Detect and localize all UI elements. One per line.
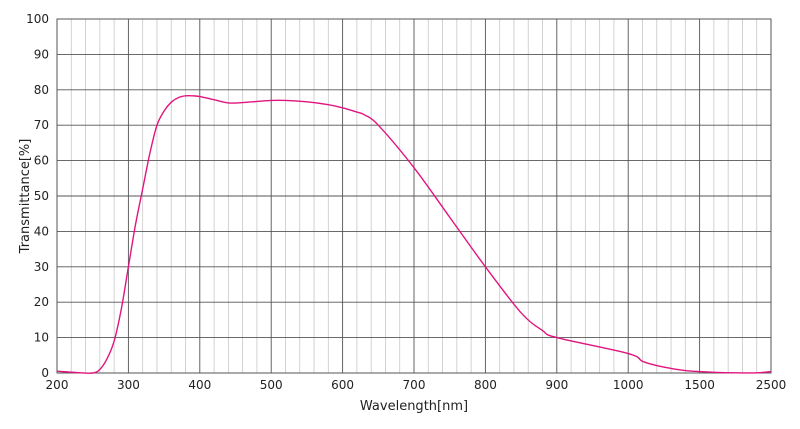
y-tick-label: 40: [34, 224, 49, 238]
x-tick-label: 2500: [756, 378, 787, 392]
x-axis-label: Wavelength[nm]: [360, 399, 468, 414]
transmittance-series-line: [56, 94, 772, 374]
x-tick-label: 1000: [613, 378, 644, 392]
x-tick-label: 700: [403, 378, 426, 392]
y-axis-label: Transmittance[%]: [18, 139, 33, 255]
series-layer: [56, 94, 772, 374]
x-tick-label: 400: [188, 378, 211, 392]
y-tick-label: 100: [26, 12, 49, 26]
y-tick-label: 0: [41, 366, 49, 380]
major-grid: [56, 18, 772, 374]
x-tick-label: 300: [117, 378, 140, 392]
y-tick-labels: 0 10 20 30 40 50 60 70 80 90 100: [26, 12, 49, 380]
x-tick-label: 1500: [684, 378, 715, 392]
x-tick-label: 900: [545, 378, 568, 392]
x-tick-label: 200: [46, 378, 69, 392]
x-tick-labels: 200 300 400 500 600 700 800 900 1000 1500 2500: [46, 378, 787, 392]
x-tick-label: 800: [474, 378, 497, 392]
x-tick-label: 500: [260, 378, 283, 392]
y-tick-label: 30: [34, 260, 49, 274]
y-tick-label: 10: [34, 331, 49, 345]
y-tick-label: 90: [34, 47, 49, 61]
x-tick-label: 600: [331, 378, 354, 392]
plot-frame: [56, 18, 772, 374]
y-tick-label: 70: [34, 118, 49, 132]
y-tick-label: 80: [34, 83, 49, 97]
y-tick-label: 60: [34, 154, 49, 168]
y-tick-label: 50: [34, 189, 49, 203]
y-tick-label: 20: [34, 295, 49, 309]
